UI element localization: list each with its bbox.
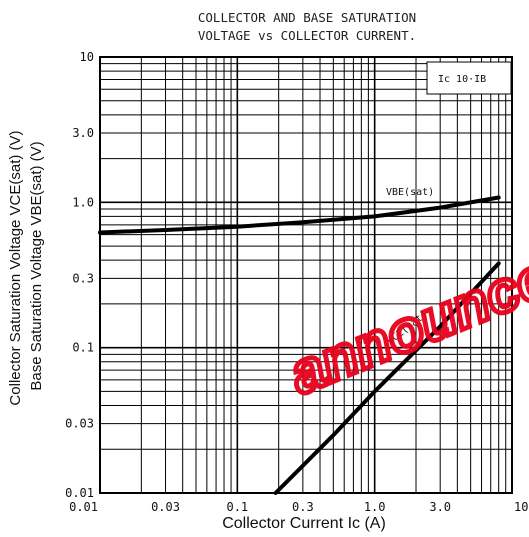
series-line-vce: [273, 261, 501, 495]
series-label-vbe: VBE(sat): [386, 187, 434, 198]
x-tick-labels: 0.01 0.03 0.1 0.3 1.0 3.0 10: [69, 500, 528, 514]
x-axis-label: Collector Current Ic (A): [222, 515, 386, 532]
legend-box: Ic 10·IB: [426, 61, 512, 95]
x-tick-label: 1.0: [364, 500, 386, 514]
y-tick-label: 1.0: [72, 195, 94, 209]
y-tick-label: 0.3: [72, 271, 94, 285]
plot-frame: [99, 56, 513, 494]
y-tick-label: 3.0: [72, 126, 94, 140]
chart-subtitle: VOLTAGE vs COLLECTOR CURRENT.: [198, 28, 416, 43]
grid-major: [99, 57, 512, 494]
x-tick-label: 3.0: [429, 500, 451, 514]
series-line-vbe: [98, 195, 501, 235]
y-tick-labels: 0.01 0.03 0.1 0.3 1.0 3.0 10: [65, 50, 94, 500]
x-tick-label: 0.03: [151, 500, 180, 514]
y-axis-label-base: Base Saturation Voltage VBE(sat) (V): [28, 141, 45, 390]
y-tick-label: 0.01: [65, 486, 94, 500]
x-tick-label: 0.01: [69, 500, 98, 514]
series-layer: [98, 195, 501, 495]
legend-annotation: Ic 10·IB: [438, 74, 486, 85]
watermark-text: announce: [281, 244, 529, 407]
x-tick-label: 10: [514, 500, 528, 514]
y-tick-label: 10: [80, 50, 94, 64]
grid-minor: [100, 57, 512, 493]
y-tick-label: 0.1: [72, 341, 94, 355]
chart-title: COLLECTOR AND BASE SATURATION: [198, 10, 416, 25]
x-tick-label: 0.3: [292, 500, 314, 514]
watermark: announce: [278, 242, 529, 410]
y-axis-label-collector: Collector Saturation Voltage VCE(sat) (V…: [7, 130, 24, 405]
x-tick-label: 0.1: [226, 500, 248, 514]
y-tick-label: 0.03: [65, 417, 94, 431]
